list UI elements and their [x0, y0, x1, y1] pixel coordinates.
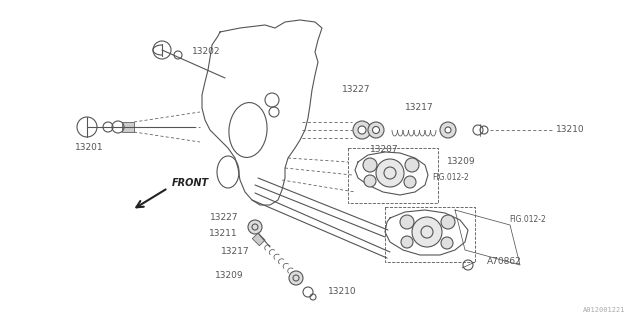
Circle shape: [441, 237, 453, 249]
Circle shape: [289, 271, 303, 285]
Bar: [385, 207, 475, 262]
Text: 13209: 13209: [447, 157, 476, 166]
Circle shape: [401, 236, 413, 248]
Text: 13211: 13211: [209, 229, 238, 238]
Circle shape: [372, 126, 380, 133]
Circle shape: [364, 175, 376, 187]
Circle shape: [248, 220, 262, 234]
Text: 13202: 13202: [192, 47, 221, 57]
Bar: [348, 148, 438, 203]
Circle shape: [412, 217, 442, 247]
Text: 13210: 13210: [328, 287, 356, 297]
Circle shape: [368, 122, 384, 138]
Text: 13227: 13227: [342, 85, 371, 94]
Circle shape: [404, 176, 416, 188]
Circle shape: [400, 215, 414, 229]
Text: FRONT: FRONT: [172, 178, 209, 188]
Text: 13217: 13217: [221, 247, 250, 257]
Circle shape: [358, 126, 366, 134]
Text: 13217: 13217: [405, 103, 434, 113]
Circle shape: [405, 158, 419, 172]
Text: A70862: A70862: [487, 258, 522, 267]
Text: 13201: 13201: [75, 143, 104, 153]
Text: 13209: 13209: [216, 271, 244, 281]
Text: A012001221: A012001221: [582, 307, 625, 313]
Circle shape: [440, 122, 456, 138]
Circle shape: [363, 158, 377, 172]
Bar: [122, 122, 134, 132]
Circle shape: [376, 159, 404, 187]
Circle shape: [445, 127, 451, 133]
Circle shape: [441, 215, 455, 229]
Text: 13227: 13227: [209, 213, 238, 222]
Text: FIG.012-2: FIG.012-2: [432, 173, 468, 182]
Bar: [252, 233, 265, 246]
Text: 13207: 13207: [370, 145, 399, 154]
Text: 13210: 13210: [556, 125, 584, 134]
Text: FIG.012-2: FIG.012-2: [509, 215, 546, 225]
Circle shape: [353, 121, 371, 139]
